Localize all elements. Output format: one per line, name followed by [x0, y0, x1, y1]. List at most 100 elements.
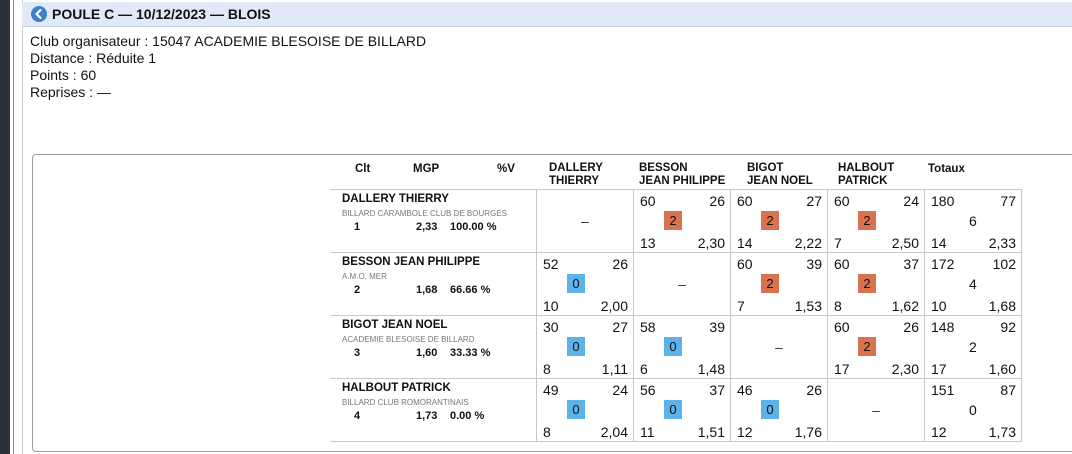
col-totaux: Totaux	[928, 163, 965, 175]
match-cell: 56 37 11 1,51 0	[633, 378, 731, 442]
total-reprises: 12	[931, 424, 947, 440]
no-match-dash: –	[775, 339, 783, 355]
total-match-points: 0	[969, 402, 977, 418]
col-player-2-line2: JEAN PHILIPPE	[639, 175, 726, 187]
total-average: 1,60	[988, 361, 1016, 377]
reprises: Reprises : —	[30, 84, 111, 100]
match-average: 2,00	[600, 298, 628, 314]
match-average: 2,22	[794, 235, 822, 251]
match-points-win-badge: 2	[664, 211, 682, 230]
no-match-dash: –	[872, 402, 880, 418]
match-average: 1,48	[697, 361, 725, 377]
player-rank: 4	[354, 410, 361, 422]
player-name: HALBOUT PATRICK	[342, 382, 451, 394]
player-cell: BESSON JEAN PHILIPPE A.M.O. MER 2 1,68 66.66…	[330, 252, 537, 316]
match-points: 60	[834, 256, 850, 272]
match-average: 1,76	[794, 424, 822, 440]
col-player-4-line1: HALBOUT	[838, 162, 895, 174]
col-pct-victoires: %V	[497, 163, 515, 175]
match-serie: 37	[709, 382, 725, 398]
self-match-cell: –	[827, 378, 925, 442]
player-rank: 3	[354, 347, 361, 359]
total-points: 180	[931, 193, 955, 209]
totals-cell: 148 92 2 17 1,60	[924, 315, 1022, 379]
player-mgp: 1,73	[416, 410, 438, 422]
total-match-points: 2	[969, 339, 977, 355]
match-points-win-badge: 2	[858, 211, 876, 230]
match-points-win-badge: 2	[858, 274, 876, 293]
player-cell: HALBOUT PATRICK BILLARD CLUB ROMORANTINAI…	[330, 378, 537, 442]
match-cell: 60 24 7 2,50 2	[827, 189, 925, 253]
total-points: 172	[931, 256, 955, 272]
match-cell: 49 24 8 2,04 0	[536, 378, 634, 442]
total-reprises: 10	[931, 298, 947, 314]
col-player-4-line2: PATRICK	[838, 175, 888, 187]
col-player-4: HALBOUT PATRICK	[838, 162, 894, 188]
match-points: 46	[737, 382, 753, 398]
player-mgp: 2,33	[416, 221, 438, 233]
match-serie: 26	[903, 319, 919, 335]
match-serie: 26	[612, 256, 628, 272]
match-points: 52	[543, 256, 559, 272]
total-average: 1,68	[988, 298, 1016, 314]
total-points: 148	[931, 319, 955, 335]
player-name: BESSON JEAN PHILIPPE	[342, 256, 481, 268]
match-average: 1,51	[697, 424, 725, 440]
total-reprises: 14	[931, 235, 947, 251]
match-average: 2,30	[891, 361, 919, 377]
match-reprises: 14	[737, 235, 753, 251]
match-cell: 52 26 10 2,00 0	[536, 252, 634, 316]
self-match-cell: –	[633, 252, 731, 316]
player-pct-victoires: 0.00 %	[450, 410, 485, 422]
match-average: 2,50	[891, 235, 919, 251]
player-rank: 2	[354, 284, 361, 296]
match-points: 60	[737, 256, 753, 272]
match-serie: 37	[903, 256, 919, 272]
match-points: 60	[834, 193, 850, 209]
col-clt: Clt	[355, 163, 371, 175]
player-pct-victoires: 33.33 %	[450, 347, 491, 359]
match-points: 60	[834, 319, 850, 335]
player-mgp: 1,68	[416, 284, 438, 296]
player-club: A.M.O. MER	[342, 272, 387, 281]
match-points-loss-badge: 0	[761, 400, 779, 419]
match-points-loss-badge: 0	[567, 337, 585, 356]
match-serie: 27	[806, 193, 822, 209]
match-points: 49	[543, 382, 559, 398]
col-player-3-line2: JEAN NOEL	[747, 175, 813, 187]
player-club: ACADEMIE BLESOISE DE BILLARD	[342, 335, 475, 344]
player-name: BIGOT JEAN NOEL	[342, 319, 448, 331]
match-reprises: 8	[834, 298, 842, 314]
match-cell: 30 27 8 1,11 0	[536, 315, 634, 379]
poule-title: POULE C — 10/12/2023 — BLOIS	[52, 6, 271, 22]
col-player-3: BIGOT JEAN NOEL	[747, 162, 813, 188]
back-arrow-circle-icon[interactable]	[31, 6, 47, 22]
match-average: 1,62	[891, 298, 919, 314]
col-player-2: BESSON JEAN PHILIPPE	[639, 162, 725, 188]
total-points: 151	[931, 382, 955, 398]
col-player-2-line1: BESSON	[639, 162, 688, 174]
match-reprises: 10	[543, 298, 559, 314]
match-cell: 60 26 17 2,30 2	[827, 315, 925, 379]
match-reprises: 17	[834, 361, 850, 377]
player-cell: BIGOT JEAN NOEL ACADEMIE BLESOISE DE BILL…	[330, 315, 537, 379]
match-serie: 39	[709, 319, 725, 335]
total-match-points: 6	[969, 213, 977, 229]
table-row: BIGOT JEAN NOEL ACADEMIE BLESOISE DE BILL…	[330, 315, 1022, 379]
match-points: 60	[640, 193, 656, 209]
player-mgp: 1,60	[416, 347, 438, 359]
poule-header[interactable]: POULE C — 10/12/2023 — BLOIS	[22, 2, 1072, 27]
total-reprises: 17	[931, 361, 947, 377]
match-cell: 60 27 14 2,22 2	[730, 189, 828, 253]
player-club: BILLARD CARAMBOLE CLUB DE BOURGES	[342, 209, 507, 218]
totals-cell: 180 77 6 14 2,33	[924, 189, 1022, 253]
player-pct-victoires: 66.66 %	[450, 284, 491, 296]
match-serie: 24	[903, 193, 919, 209]
player-cell: DALLERY THIERRY BILLARD CARAMBOLE CLUB DE…	[330, 189, 537, 253]
col-player-1: DALLERY THIERRY	[549, 162, 603, 188]
match-points-loss-badge: 0	[664, 337, 682, 356]
match-reprises: 12	[737, 424, 753, 440]
match-points: 56	[640, 382, 656, 398]
match-points-loss-badge: 0	[664, 400, 682, 419]
window-frame-divider	[13, 0, 14, 454]
